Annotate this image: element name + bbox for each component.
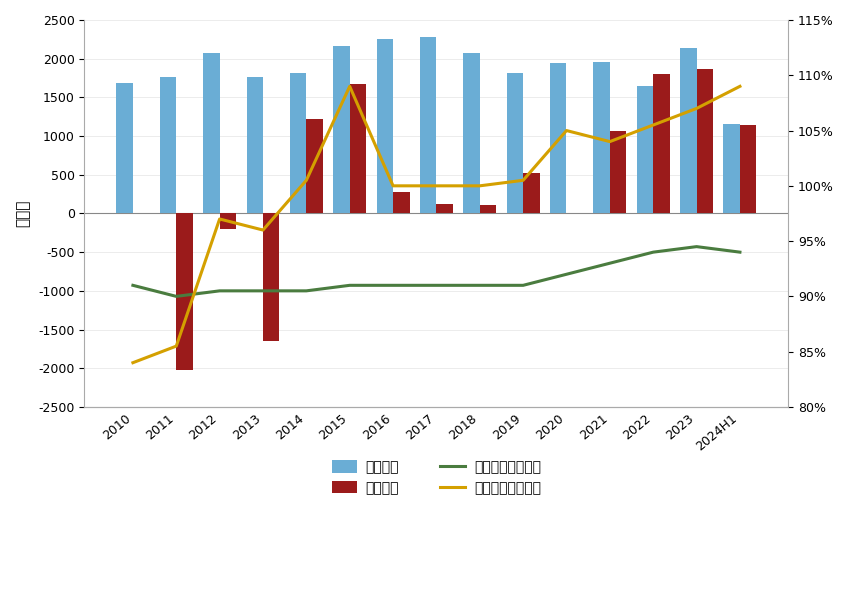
Bar [220,213,236,229]
进口支付率（右） [258,227,268,234]
出口收入率（右） [735,248,745,256]
Bar [507,72,523,213]
进口支付率（右） [345,83,355,90]
出口收入率（右） [648,248,658,256]
Bar [480,205,497,213]
进口支付率（右） [648,122,658,129]
Bar [350,84,366,213]
Bar [246,77,263,213]
Bar [696,69,713,213]
Bar [723,124,740,213]
进口支付率（右） [215,215,225,222]
出口收入率（右） [518,282,528,289]
进口支付率（右） [604,138,615,145]
Legend: 出口少收, 进口多付, 出口收入率（右）, 进口支付率（右）: 出口少收, 进口多付, 出口收入率（右）, 进口支付率（右） [327,454,547,500]
进口支付率（右） [431,182,441,189]
出口收入率（右） [345,282,355,289]
Line: 出口收入率（右）: 出口收入率（右） [133,247,740,296]
Bar [263,213,279,341]
Bar [523,173,540,213]
Bar [160,77,177,213]
出口收入率（右） [215,287,225,294]
进口支付率（右） [171,343,182,350]
进口支付率（右） [128,359,138,366]
出口收入率（右） [388,282,398,289]
Bar [306,119,323,213]
进口支付率（右） [475,182,485,189]
出口收入率（右） [171,293,182,300]
Bar [637,86,653,213]
Bar [420,37,436,213]
Bar [740,125,756,213]
Bar [393,192,409,213]
进口支付率（右） [388,182,398,189]
Bar [550,63,566,213]
出口收入率（右） [431,282,441,289]
出口收入率（右） [561,271,571,278]
出口收入率（右） [691,243,701,250]
出口收入率（右） [475,282,485,289]
出口收入率（右） [258,287,268,294]
进口支付率（右） [691,105,701,112]
Bar [203,53,220,213]
出口收入率（右） [128,282,138,289]
Y-axis label: 亿美元: 亿美元 [15,200,30,227]
Bar [177,213,193,370]
进口支付率（右） [518,177,528,184]
Bar [116,84,133,213]
Bar [593,62,610,213]
Bar [333,46,350,213]
Bar [290,72,306,213]
Bar [610,132,627,213]
Bar [377,39,393,213]
出口收入率（右） [301,287,312,294]
进口支付率（右） [561,127,571,134]
Bar [464,53,480,213]
Line: 进口支付率（右）: 进口支付率（右） [133,87,740,363]
进口支付率（右） [735,83,745,90]
进口支付率（右） [301,177,312,184]
Bar [680,48,696,213]
出口收入率（右） [604,260,615,267]
Bar [436,204,453,213]
Bar [653,74,670,213]
